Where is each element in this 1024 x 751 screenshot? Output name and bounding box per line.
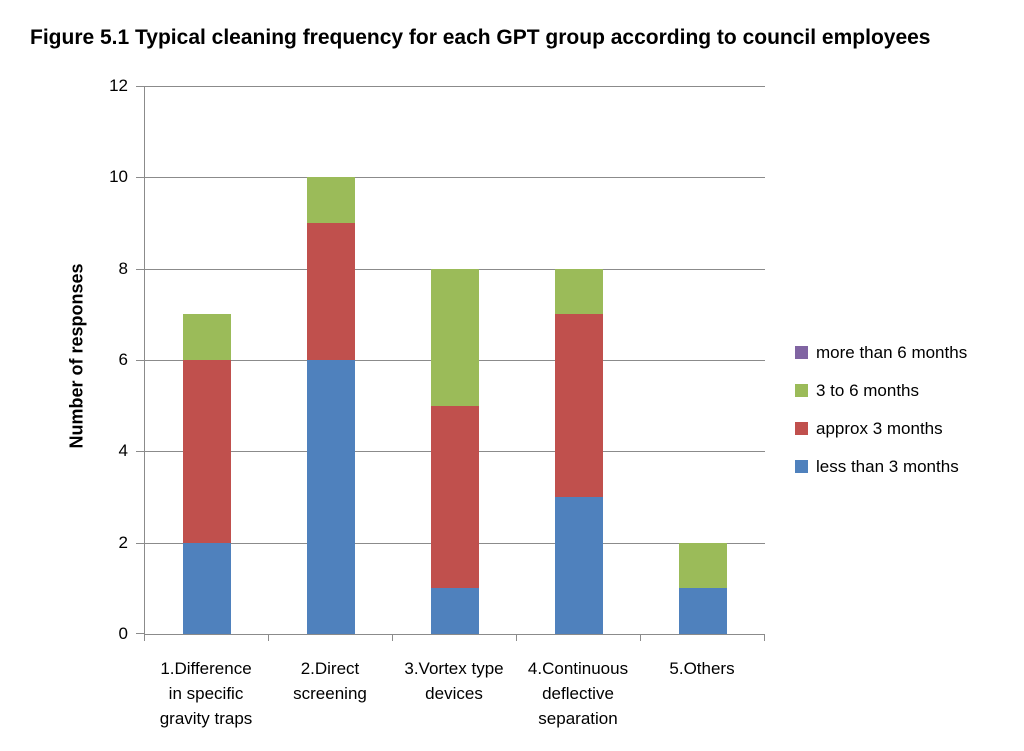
y-axis-tick-0 bbox=[136, 633, 145, 634]
legend-item-less-than-3-months: less than 3 months bbox=[795, 454, 967, 479]
legend-label: approx 3 months bbox=[816, 418, 943, 438]
x-category-label-line: devices bbox=[425, 684, 483, 703]
plot-area bbox=[136, 86, 765, 641]
y-tick-label-8: 8 bbox=[118, 258, 128, 278]
x-category-label-line: 4.Continuous bbox=[527, 659, 629, 678]
bar-segment-5-3-to-6-months bbox=[679, 542, 727, 589]
y-tick-label-6: 6 bbox=[118, 350, 128, 369]
legend: more than 6 months 3 to 6 months approx 3 … bbox=[795, 340, 967, 492]
x-axis-tick-4 bbox=[640, 634, 641, 641]
legend-swatch bbox=[795, 460, 808, 473]
x-category-label-line: 2.Direct bbox=[300, 659, 360, 678]
bar-segment-3-3-to-6-months bbox=[431, 268, 479, 406]
bar-segment-2-3-to-6-months bbox=[307, 177, 355, 223]
legend-item-approx-3-months: approx 3 months bbox=[795, 416, 967, 441]
x-axis-tick-1 bbox=[268, 634, 269, 641]
figure-title: Figure 5.1 Typical cleaning frequency fo… bbox=[30, 26, 931, 49]
legend-label: more than 6 months bbox=[816, 342, 968, 362]
bar-segment-1-approx-3-months bbox=[183, 360, 231, 543]
x-category-label-line: deflective bbox=[542, 684, 614, 703]
x-category-label-1: 1.Difference in specific gravity traps bbox=[106, 656, 306, 731]
bar-segment-4-less-than-3-months bbox=[555, 497, 603, 634]
bar-segment-5-less-than-3-months bbox=[679, 588, 727, 634]
x-category-label-3: 3.Vortex type devices bbox=[354, 656, 554, 706]
y-tick-label-4: 4 bbox=[118, 441, 128, 461]
bar-segment-2-less-than-3-months bbox=[307, 360, 355, 634]
gridline-12 bbox=[145, 86, 765, 87]
x-category-label-line: 5.Others bbox=[669, 659, 735, 678]
bar-segment-1-less-than-3-months bbox=[183, 542, 231, 634]
x-category-label-5: 5.Others bbox=[602, 656, 802, 681]
bar-segment-3-approx-3-months bbox=[431, 405, 479, 589]
x-axis-tick-0 bbox=[144, 634, 145, 641]
bar-segment-4-approx-3-months bbox=[555, 314, 603, 497]
y-axis-tick-6 bbox=[136, 360, 145, 361]
legend-label: 3 to 6 months bbox=[816, 380, 920, 400]
x-axis-tick-5 bbox=[764, 634, 765, 641]
x-category-label-line: gravity traps bbox=[159, 709, 253, 728]
y-axis-tick-4 bbox=[136, 451, 145, 453]
legend-swatch bbox=[795, 422, 808, 435]
bar-segment-4-3-to-6-months bbox=[555, 268, 603, 315]
x-category-label-line: 3.Vortex type bbox=[404, 659, 504, 678]
gridline-10 bbox=[145, 177, 765, 179]
legend-swatch bbox=[795, 384, 808, 397]
legend-label: less than 3 months bbox=[816, 456, 959, 476]
bar-segment-2-approx-3-months bbox=[307, 223, 355, 360]
y-axis-tick-2 bbox=[136, 542, 145, 544]
x-category-label-4: 4.Continuous deflective separation bbox=[478, 656, 678, 731]
y-axis-tick-10 bbox=[136, 177, 145, 179]
y-tick-label-0: 0 bbox=[118, 624, 128, 643]
y-axis-tick-8 bbox=[136, 268, 145, 270]
y-tick-label-2: 2 bbox=[118, 532, 128, 552]
legend-item-more-than-6-months: more than 6 months bbox=[795, 340, 967, 365]
bar-segment-1-3-to-6-months bbox=[183, 314, 231, 360]
x-category-label-line: in specific bbox=[168, 684, 244, 703]
y-tick-label-10: 10 bbox=[109, 167, 128, 187]
x-axis-tick-2 bbox=[392, 634, 393, 641]
x-category-label-2: 2.Direct screening bbox=[230, 656, 430, 706]
legend-swatch bbox=[795, 346, 808, 359]
x-category-label-line: screening bbox=[293, 684, 367, 703]
legend-item-3-to-6-months: 3 to 6 months bbox=[795, 378, 967, 403]
y-tick-label-12: 12 bbox=[109, 76, 128, 95]
x-axis-tick-3 bbox=[516, 634, 517, 641]
bar-segment-3-less-than-3-months bbox=[431, 588, 479, 634]
y-axis-tick-12 bbox=[136, 86, 145, 87]
x-category-label-line: separation bbox=[538, 709, 618, 728]
x-category-label-line: 1.Difference bbox=[160, 659, 252, 678]
